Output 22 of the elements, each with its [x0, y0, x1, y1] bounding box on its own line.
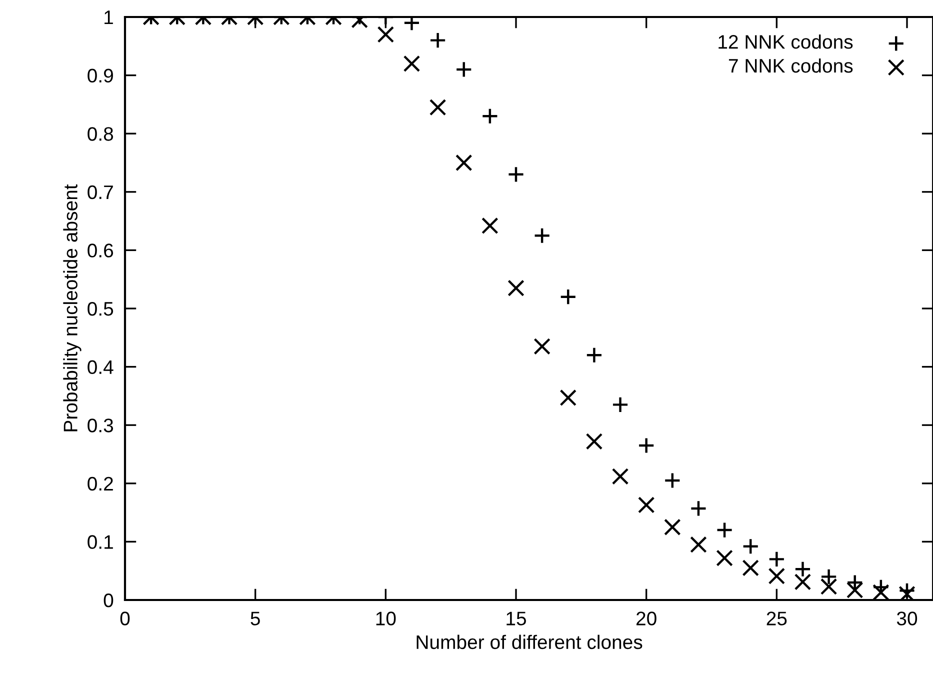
legend-label: 12 NNK codons	[718, 34, 853, 49]
y-tick-label: 0.2	[88, 476, 113, 491]
x-tick-label: 10	[376, 612, 396, 626]
y-tick-label: 0.3	[88, 418, 114, 432]
y-tick-label: 0	[104, 593, 114, 608]
x-tick-label: 15	[506, 612, 526, 626]
x-tick-label: 20	[636, 612, 656, 626]
x-tick-label: 25	[766, 612, 787, 626]
y-tick-label: 0.8	[88, 127, 114, 141]
x-axis-title: Number of different clones	[416, 634, 642, 650]
x-tick-label: 5	[250, 612, 260, 626]
x-tick-label: 0	[120, 612, 130, 626]
y-axis-title: Probability nucleotide absent	[63, 184, 82, 432]
y-tick-label: 0.1	[88, 535, 113, 549]
y-tick-label: 0.9	[88, 68, 113, 83]
legend-label: 7 NNK codons	[728, 58, 853, 73]
y-tick-label: 0.7	[88, 185, 113, 200]
y-tick-label: 0.5	[88, 302, 114, 316]
y-tick-label: 1	[104, 10, 113, 24]
y-tick-label: 0.4	[88, 360, 114, 374]
y-tick-label: 0.6	[88, 244, 114, 258]
x-tick-label: 30	[896, 612, 918, 626]
